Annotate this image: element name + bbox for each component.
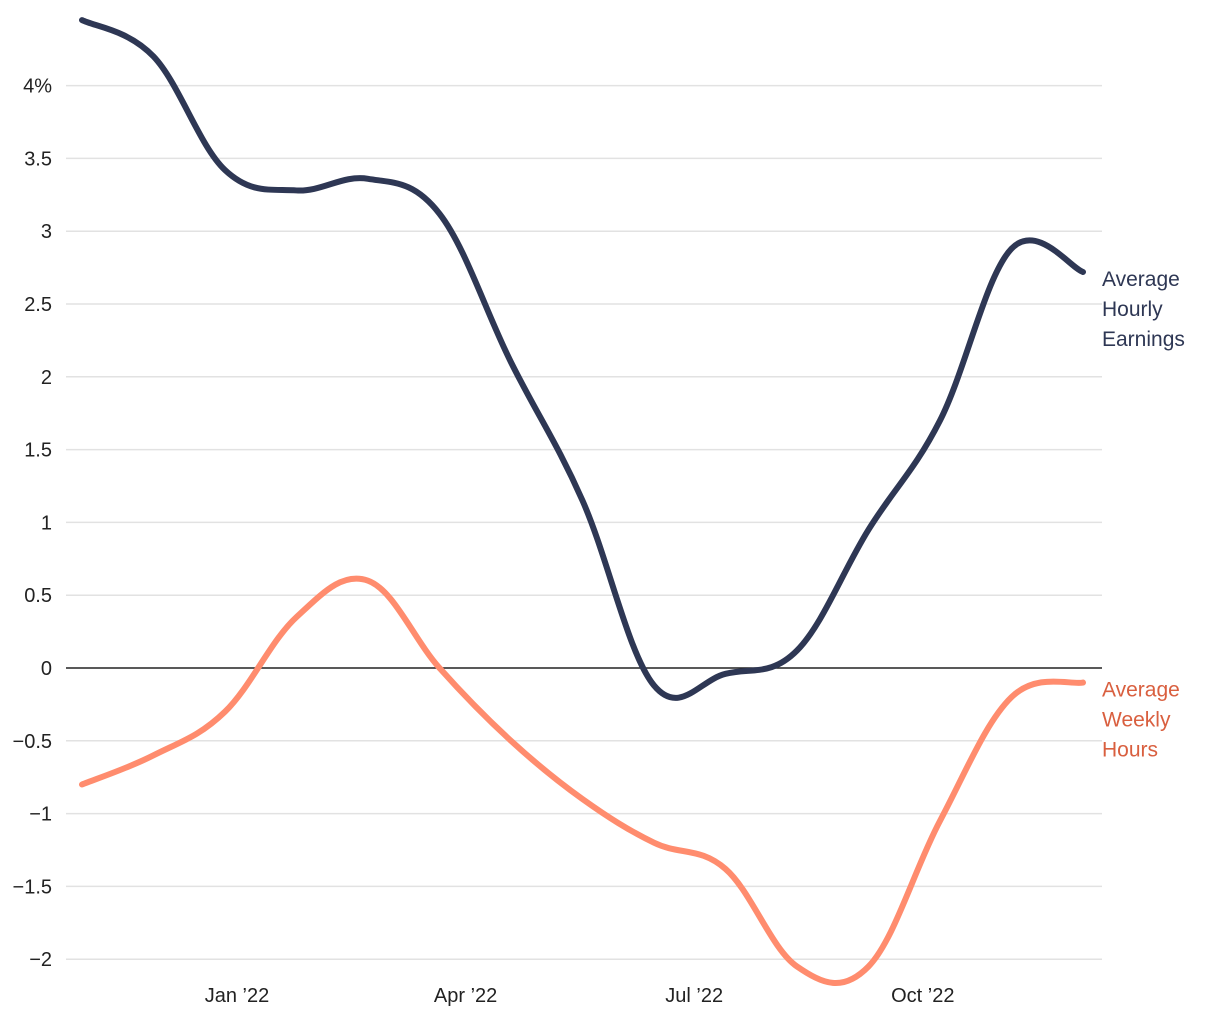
- series-label-0: Average Hourly Earnings: [1102, 268, 1185, 351]
- y-tick-label: −0.5: [13, 731, 52, 753]
- series-label-1: Average Weekly Hours: [1102, 679, 1180, 762]
- series-line-1: [79, 575, 1086, 986]
- y-tick-label: −1: [29, 804, 52, 826]
- y-tick-label: 1: [41, 512, 52, 534]
- y-tick-label: 2: [41, 367, 52, 389]
- series-labels: Average Hourly Earnings Average Weekly Hours: [1102, 268, 1185, 762]
- y-tick-label: 0: [41, 658, 52, 680]
- y-axis-tick-labels: 4% 3.5 3 2.5 2 1.5 1 0.5 0 −0.5 −1 −1.5 −2: [13, 76, 53, 972]
- y-tick-label: 2.5: [24, 294, 52, 316]
- y-tick-label: 4%: [23, 76, 52, 98]
- series-label-line: Earnings: [1102, 328, 1185, 351]
- y-tick-label: 1.5: [24, 440, 52, 462]
- x-axis-tick-labels: Jan ’22 Apr ’22 Jul ’22 Oct ’22: [205, 985, 955, 1007]
- x-tick-label: Jul ’22: [665, 985, 723, 1007]
- y-tick-label: 0.5: [24, 585, 52, 607]
- series-label-line: Weekly: [1102, 709, 1171, 732]
- series-label-line: Hourly: [1102, 298, 1163, 321]
- series-lines: [79, 17, 1086, 986]
- y-tick-label: −2: [29, 949, 52, 971]
- series-label-line: Hours: [1102, 739, 1158, 762]
- series-label-line: Average: [1102, 268, 1180, 291]
- grid-lines: [66, 84, 1102, 960]
- series-line-0: [79, 17, 1086, 701]
- x-tick-label: Oct ’22: [891, 985, 954, 1007]
- x-tick-label: Jan ’22: [205, 985, 270, 1007]
- y-tick-label: 3.5: [24, 148, 52, 170]
- y-tick-label: −1.5: [13, 876, 52, 898]
- y-tick-label: 3: [41, 221, 52, 243]
- series-label-line: Average: [1102, 679, 1180, 702]
- x-tick-label: Apr ’22: [434, 985, 497, 1007]
